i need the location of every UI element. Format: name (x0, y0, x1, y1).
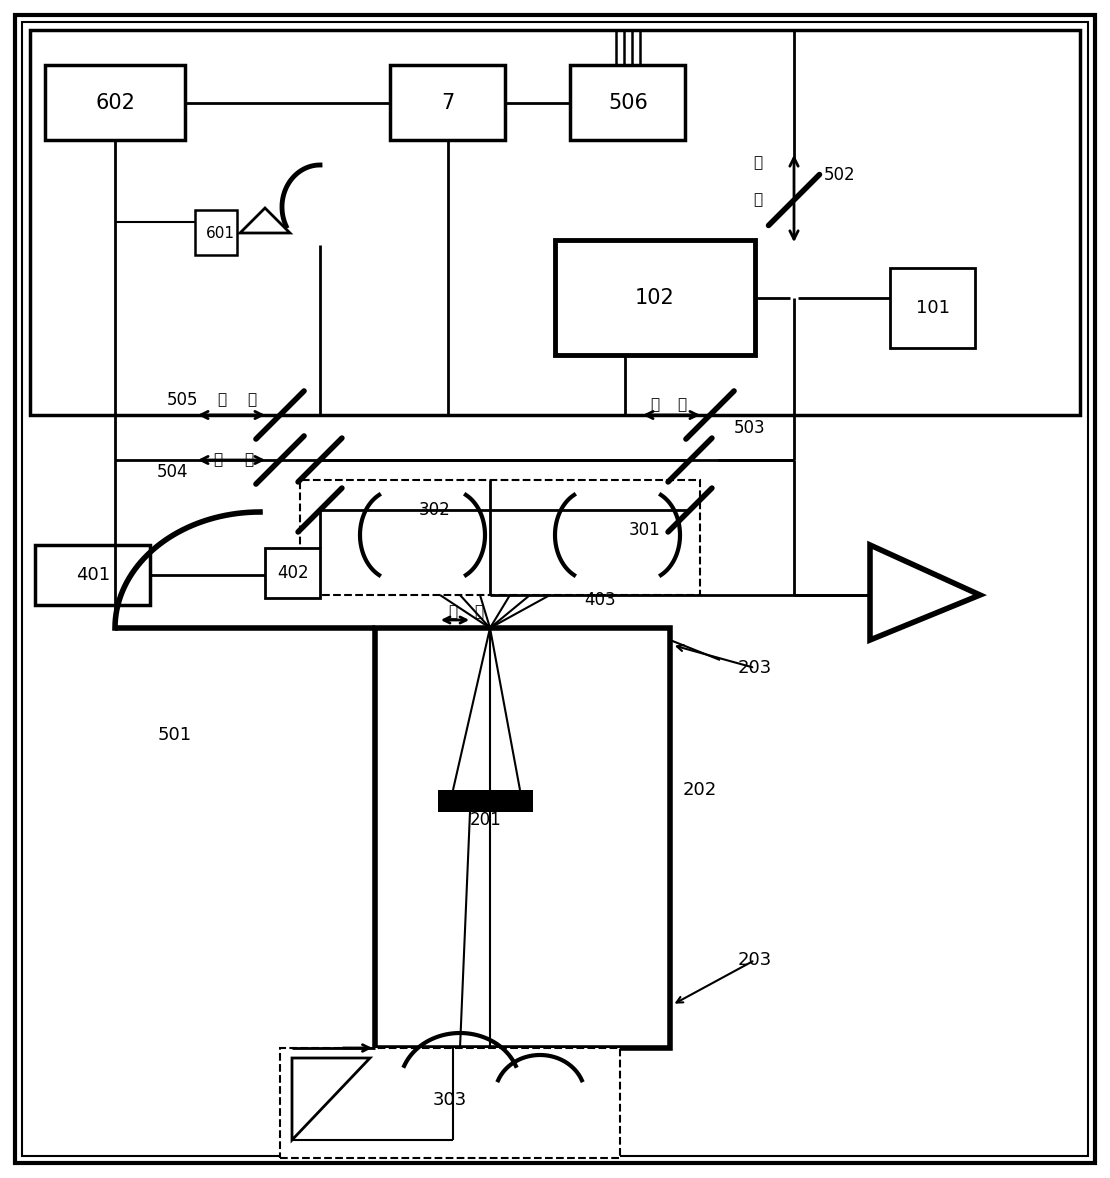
Bar (46, 65, 185, 140)
Text: 505: 505 (166, 391, 198, 409)
Text: 201: 201 (471, 810, 502, 829)
Text: 402: 402 (278, 564, 309, 582)
Bar (571, 65, 685, 140)
Text: 101: 101 (916, 299, 950, 317)
Text: 关: 关 (677, 397, 687, 412)
Text: 关: 关 (448, 604, 457, 620)
Text: 203: 203 (738, 951, 773, 969)
Text: 501: 501 (158, 726, 192, 744)
Text: 403: 403 (584, 591, 616, 609)
Text: 开: 开 (474, 604, 484, 620)
Text: 401: 401 (75, 565, 110, 584)
Polygon shape (870, 545, 980, 640)
Text: 502: 502 (825, 166, 856, 184)
Text: 302: 302 (420, 501, 451, 519)
Text: 203: 203 (738, 659, 773, 677)
Bar (36, 545, 150, 605)
Text: 503: 503 (734, 419, 766, 437)
Text: 506: 506 (608, 93, 648, 113)
Bar (195, 210, 238, 254)
Text: 开: 开 (754, 192, 763, 207)
Polygon shape (292, 1058, 370, 1140)
Text: 开: 开 (248, 392, 256, 408)
Text: 602: 602 (95, 93, 135, 113)
Text: 7: 7 (442, 93, 455, 113)
Text: 关: 关 (754, 155, 763, 171)
Text: 303: 303 (433, 1091, 467, 1108)
Bar (890, 269, 975, 348)
Text: 301: 301 (629, 521, 660, 540)
Bar (300, 479, 700, 595)
Polygon shape (240, 209, 290, 233)
Text: 开: 开 (244, 452, 253, 468)
Bar (265, 548, 320, 598)
Text: 504: 504 (157, 463, 188, 481)
Text: 关: 关 (213, 452, 223, 468)
Bar (280, 1048, 620, 1158)
Bar (555, 240, 755, 355)
Bar (390, 65, 505, 140)
Text: 开: 开 (650, 397, 659, 412)
Text: 关: 关 (218, 392, 226, 408)
Text: 202: 202 (683, 781, 717, 799)
Text: 601: 601 (205, 225, 234, 240)
Bar (438, 790, 533, 812)
Bar (30, 29, 1080, 415)
Text: 102: 102 (635, 287, 675, 307)
Bar (375, 628, 670, 1048)
